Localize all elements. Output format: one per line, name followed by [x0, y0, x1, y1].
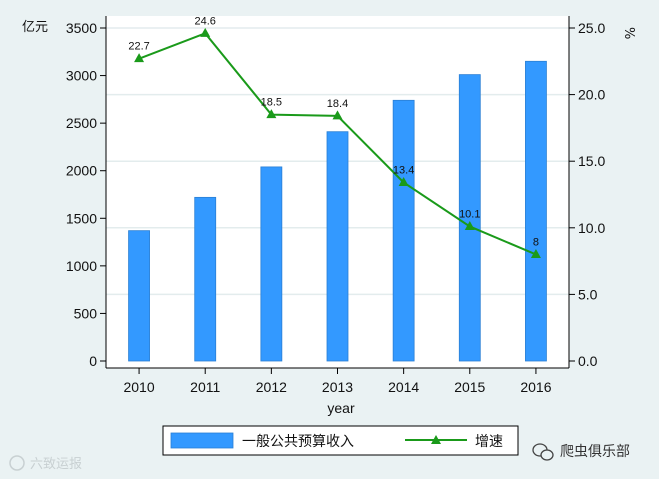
x-tick-label: 2016: [520, 379, 551, 395]
x-tick-label: 2015: [454, 379, 485, 395]
line-marker: [200, 27, 211, 37]
x-axis-ticks: 2010 2011 2012 2013 2014 2015 2016: [123, 368, 552, 395]
watermark-logo-icon: [9, 455, 25, 471]
data-label: 13.4: [393, 165, 414, 177]
bar: [392, 99, 415, 362]
left-tick-label: 1500: [66, 210, 97, 226]
x-tick-label: 2010: [123, 379, 154, 395]
legend-bar-swatch: [170, 432, 234, 449]
right-tick-label: 25.0: [578, 20, 605, 36]
bar: [525, 60, 547, 362]
right-tick-label: 10.0: [578, 220, 605, 236]
left-tick-label: 1000: [66, 258, 97, 274]
watermark-right-text: 爬虫俱乐部: [560, 444, 630, 460]
wechat-icon-bubble: [540, 449, 554, 461]
right-tick-label: 15.0: [578, 153, 605, 169]
bar: [458, 74, 481, 362]
line-marker: [464, 220, 475, 230]
bar: [260, 166, 283, 362]
bar: [326, 131, 349, 362]
right-axis-ticks: 0.0 5.0 10.0 15.0 20.0 25.0: [569, 20, 605, 369]
bar-series: [128, 60, 547, 362]
left-tick-label: 2000: [66, 163, 97, 179]
line-marker: [530, 248, 541, 258]
watermark-right: 爬虫俱乐部: [532, 443, 630, 461]
line-marker: [266, 109, 277, 119]
legend-label-revenue: 一般公共预算收入: [242, 434, 354, 450]
left-tick-label: 3000: [66, 68, 97, 84]
data-label: 8: [533, 236, 539, 248]
left-tick-label: 2500: [66, 115, 97, 131]
bar: [194, 196, 217, 362]
x-axis-title: year: [327, 400, 355, 416]
right-tick-label: 0.0: [578, 353, 598, 369]
x-tick-label: 2013: [322, 379, 353, 395]
left-tick-label: 0: [89, 353, 97, 369]
x-tick-label: 2012: [256, 379, 287, 395]
bar: [128, 230, 150, 362]
line-marker: [398, 177, 409, 187]
left-axis-unit: 亿元: [22, 20, 48, 35]
data-label: 18.5: [261, 97, 282, 109]
data-label: 10.1: [459, 208, 480, 220]
x-tick-label: 2014: [388, 379, 419, 395]
left-tick-label: 500: [74, 305, 98, 321]
data-label: 22.7: [128, 41, 149, 53]
right-tick-label: 20.0: [578, 87, 605, 103]
x-tick-label: 2011: [190, 379, 220, 395]
legend: 一般公共预算收入 增速: [162, 425, 519, 456]
watermark-left-text: 六致运报: [30, 457, 82, 472]
right-axis-unit: %: [621, 27, 636, 39]
left-tick-label: 3500: [66, 20, 97, 36]
watermark-left: 六致运报: [9, 455, 82, 472]
legend-triangle-icon: [431, 435, 441, 444]
data-labels: 22.7 24.6 18.5 18.4 13.4 10.1 8: [128, 15, 539, 248]
line-marker: [332, 110, 343, 120]
data-label: 18.4: [327, 98, 348, 110]
right-tick-label: 5.0: [578, 286, 598, 302]
data-label: 24.6: [195, 15, 216, 27]
line-marker: [134, 53, 145, 63]
legend-label-growth: 增速: [475, 434, 503, 450]
line-series: [134, 27, 541, 258]
left-axis-ticks: 0 500 1000 1500 2000 2500 3000 3500: [66, 20, 106, 369]
